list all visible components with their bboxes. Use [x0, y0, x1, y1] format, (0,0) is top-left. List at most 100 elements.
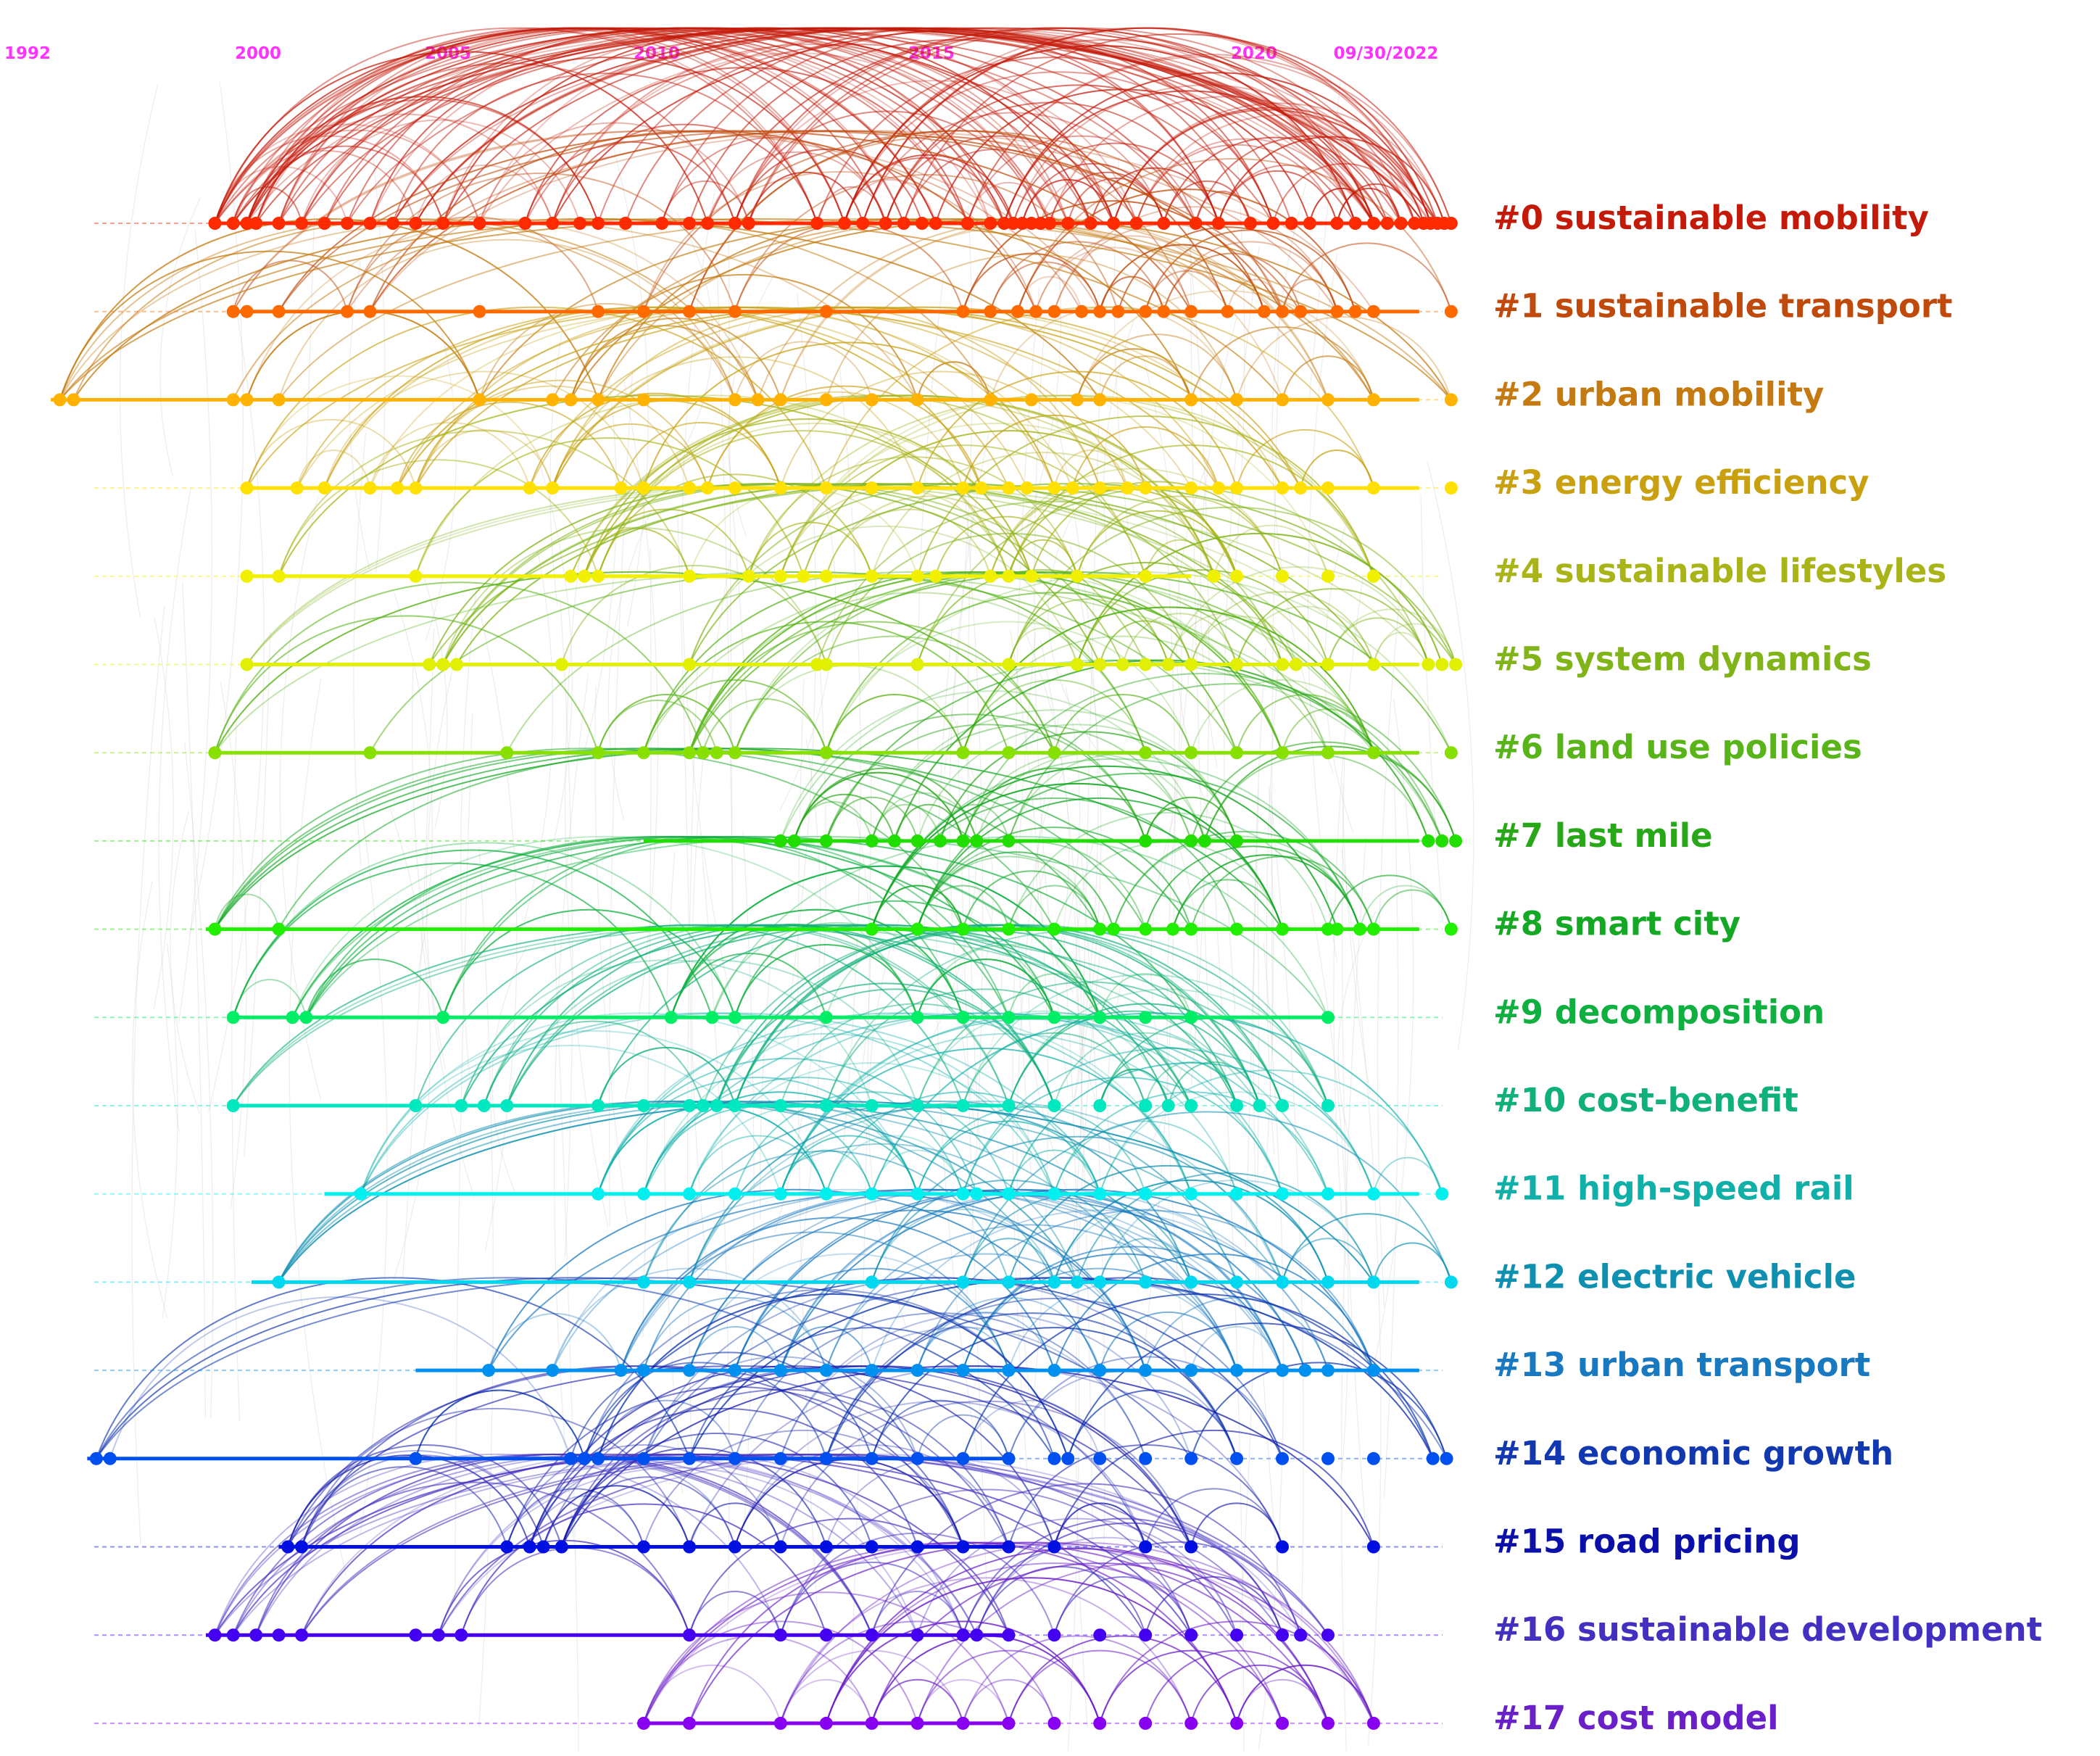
cluster-label: #17 cost model — [1493, 1699, 1779, 1737]
background-link — [1342, 782, 1371, 1093]
cluster-node — [1043, 217, 1057, 230]
cluster-node — [637, 305, 650, 318]
cluster-node — [546, 393, 560, 407]
cluster-label: #3 energy efficiency — [1493, 463, 1869, 502]
cluster-arc — [214, 1454, 873, 1636]
cluster-arc — [843, 71, 1274, 224]
cluster-arc — [916, 370, 1238, 489]
cluster-id: #3 — [1493, 463, 1555, 502]
cluster-node — [683, 1628, 696, 1642]
background-link — [153, 616, 174, 1011]
cluster-node — [1002, 1099, 1016, 1112]
cluster-node — [409, 217, 423, 230]
cluster-node — [1366, 481, 1380, 495]
cluster-node — [295, 217, 309, 230]
cluster-node — [592, 1099, 605, 1112]
cluster-node — [865, 1628, 879, 1642]
background-link — [536, 452, 573, 895]
background-link — [1310, 902, 1349, 1472]
cluster-node — [1303, 217, 1316, 230]
cluster-arc — [670, 909, 964, 1018]
cluster-arc — [779, 1561, 964, 1636]
cluster-label: #5 system dynamics — [1493, 640, 1872, 679]
cluster-node — [1321, 658, 1335, 671]
cluster-arc — [246, 419, 417, 489]
cluster-arc — [1008, 1356, 1283, 1459]
cluster-arc — [689, 1502, 781, 1547]
cluster-arc — [734, 1091, 1010, 1194]
cluster-node — [1330, 305, 1344, 318]
cluster-arc — [488, 1188, 1101, 1371]
cluster-node — [910, 1099, 924, 1112]
cluster-arc — [1145, 1061, 1238, 1106]
cluster-arc — [962, 1048, 1374, 1195]
cluster-node — [1093, 658, 1107, 671]
cluster-arc — [871, 709, 1238, 842]
cluster-arc — [962, 1546, 1192, 1636]
cluster-node — [1070, 658, 1084, 671]
cluster-node — [819, 1011, 833, 1024]
cluster-node — [910, 922, 924, 936]
cluster-arc — [1099, 1069, 1443, 1194]
cluster-node — [1139, 658, 1153, 671]
cluster-arc — [1067, 1322, 1448, 1459]
cluster-arc — [966, 181, 1051, 224]
cluster-node — [272, 393, 286, 407]
cluster-arc — [661, 136, 887, 224]
cluster-label: #9 decomposition — [1493, 993, 1825, 1031]
cluster-arc — [1282, 242, 1452, 312]
cluster-arc — [232, 186, 303, 224]
cluster-arc — [934, 515, 1078, 577]
cluster-node — [956, 1540, 970, 1554]
cluster-arc — [214, 581, 704, 753]
cluster-node — [773, 481, 787, 495]
cluster-arc — [643, 341, 1055, 489]
cluster-arc — [871, 1209, 1329, 1371]
cluster-arc — [934, 88, 1311, 224]
cluster-node — [1321, 1187, 1335, 1201]
cluster-node — [500, 1099, 514, 1112]
cluster-node — [683, 1275, 696, 1289]
cluster-arc — [1076, 495, 1283, 577]
cluster-arc — [214, 893, 280, 929]
background-link — [1075, 911, 1105, 1728]
cluster-node — [450, 658, 463, 671]
cluster-node — [1184, 658, 1198, 671]
cluster-node — [281, 1540, 295, 1554]
cluster-arc — [916, 958, 1055, 1018]
cluster-arc — [871, 1327, 1238, 1459]
cluster-arc — [246, 145, 444, 224]
cluster-arc — [214, 1453, 1192, 1636]
cluster-arc — [962, 252, 1101, 312]
cluster-node — [910, 1628, 924, 1642]
cluster-arc — [1012, 84, 1402, 224]
cluster-id: #11 — [1493, 1169, 1577, 1208]
cluster-node — [1184, 1099, 1198, 1112]
cluster-arc — [552, 123, 818, 224]
cluster-node — [1006, 217, 1020, 230]
cluster-node — [546, 1364, 560, 1378]
cluster-node — [773, 1187, 787, 1201]
cluster-node — [1047, 1540, 1061, 1554]
cluster-arc — [962, 1399, 1101, 1459]
cluster-arc — [392, 27, 1374, 224]
cluster-arc — [689, 1062, 1055, 1195]
cluster-node — [1184, 393, 1198, 407]
cluster-arc — [597, 700, 718, 753]
cluster-node — [1321, 1364, 1335, 1378]
cluster-arc — [1003, 90, 1374, 224]
cluster-node — [1002, 834, 1016, 848]
cluster-node — [1184, 834, 1198, 848]
cluster-node — [436, 217, 450, 230]
cluster-arc — [825, 532, 1192, 665]
cluster-arc — [962, 1077, 1283, 1194]
cluster-arc — [1327, 617, 1429, 665]
cluster-node — [1230, 1275, 1244, 1289]
cluster-arc — [916, 1414, 1010, 1459]
cluster-arc — [779, 690, 1205, 842]
cluster-node — [1330, 922, 1344, 936]
cluster-arc — [793, 771, 964, 842]
cluster-arc — [916, 1562, 1374, 1724]
cluster-arc — [1236, 605, 1374, 665]
cluster-node — [819, 1187, 833, 1201]
